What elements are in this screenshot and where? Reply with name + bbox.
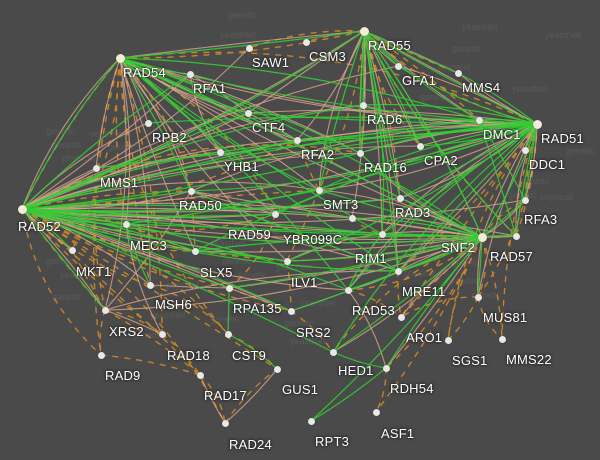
graph-node-rad59[interactable] <box>271 210 279 218</box>
graph-node-ddc1[interactable] <box>521 146 529 154</box>
graph-node-gfa1[interactable] <box>394 62 402 70</box>
graph-node-mms1[interactable] <box>92 164 100 172</box>
graph-node-dmc1[interactable] <box>475 116 483 124</box>
graph-node-rad24[interactable] <box>221 419 229 427</box>
graph-node-smt3[interactable] <box>315 186 323 194</box>
graph-node-rfa1[interactable] <box>186 70 194 78</box>
graph-node-rfa2[interactable] <box>293 136 301 144</box>
graph-node-slx5[interactable] <box>191 247 199 255</box>
graph-node-saw1[interactable] <box>245 44 253 52</box>
graph-node-rad18[interactable] <box>158 330 166 338</box>
graph-node-mkt1[interactable] <box>68 246 76 254</box>
graph-node-rad53[interactable] <box>344 286 352 294</box>
graph-node-mre11[interactable] <box>394 267 402 275</box>
graph-node-mms4[interactable] <box>454 69 462 77</box>
graph-node-rdh54[interactable] <box>382 364 390 372</box>
graph-node-rad17[interactable] <box>196 371 204 379</box>
graph-node-mec3[interactable] <box>122 220 130 228</box>
graph-node-csm3[interactable] <box>302 38 310 46</box>
graph-node-rpt3[interactable] <box>307 417 315 425</box>
graph-node-rad57[interactable] <box>512 232 520 240</box>
graph-node-gus1[interactable] <box>273 365 281 373</box>
graph-node-asf1[interactable] <box>372 408 380 416</box>
graph-node-rad3[interactable] <box>396 194 404 202</box>
graph-node-sgs1[interactable] <box>444 336 452 344</box>
graph-node-rfa3[interactable] <box>521 196 529 204</box>
graph-node-rad55[interactable] <box>359 26 369 36</box>
graph-node-aro1[interactable] <box>397 313 405 321</box>
graph-node-rad54[interactable] <box>115 53 125 63</box>
graph-node-rpa135[interactable] <box>225 284 233 292</box>
graph-node-yhb1[interactable] <box>216 148 224 156</box>
graph-node-cpa2[interactable] <box>416 142 424 150</box>
edge-group-genetic <box>21 30 538 422</box>
graph-node-mus81[interactable] <box>474 293 482 301</box>
graph-node-rad51[interactable] <box>532 119 542 129</box>
graph-node-rad50[interactable] <box>187 187 195 195</box>
graph-node-ctf4[interactable] <box>244 109 252 117</box>
graph-node-ybr099c[interactable] <box>348 214 356 222</box>
graph-node-cst9[interactable] <box>224 330 232 338</box>
graph-node-xrs2[interactable] <box>101 306 109 314</box>
graph-node-srs2[interactable] <box>287 307 295 315</box>
graph-node-msh6[interactable] <box>146 281 154 289</box>
graph-node-rad52[interactable] <box>17 204 27 214</box>
graph-node-rad16[interactable] <box>356 149 364 157</box>
graph-node-ilv1[interactable] <box>283 257 291 265</box>
graph-node-snf2[interactable] <box>477 232 487 242</box>
graph-node-rpb2[interactable] <box>144 119 152 127</box>
graph-node-rad6[interactable] <box>359 101 367 109</box>
graph-node-hed1[interactable] <box>329 348 337 356</box>
graph-node-rim1[interactable] <box>378 230 386 238</box>
graph-node-rad9[interactable] <box>97 351 105 359</box>
graph-node-mms22[interactable] <box>498 335 506 343</box>
